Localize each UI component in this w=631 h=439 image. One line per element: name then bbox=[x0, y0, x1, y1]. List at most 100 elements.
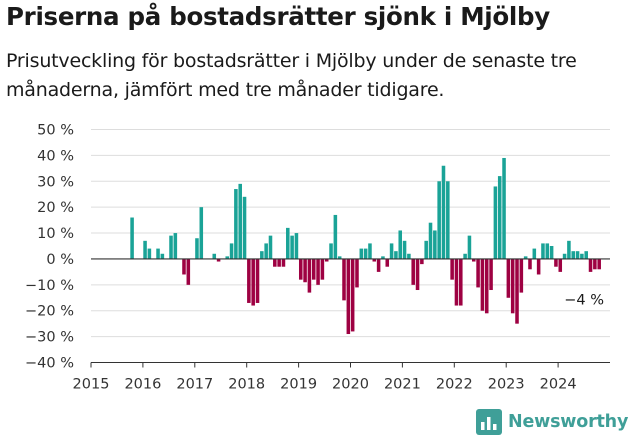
bar bbox=[584, 251, 588, 259]
y-tick-label: 20 % bbox=[37, 200, 74, 216]
bar bbox=[407, 253, 411, 259]
newsworthy-chart-icon bbox=[476, 409, 502, 435]
brand-logo: Newsworthy bbox=[476, 408, 628, 436]
bar bbox=[528, 258, 532, 270]
y-tick-label: 30 % bbox=[37, 174, 74, 190]
bar bbox=[290, 235, 294, 259]
bar bbox=[281, 258, 286, 267]
bar bbox=[441, 165, 446, 259]
last-value-annotation: −4 % bbox=[564, 292, 604, 308]
bar bbox=[368, 243, 372, 259]
bar bbox=[182, 258, 186, 275]
x-tick-label: 2023 bbox=[488, 377, 525, 393]
x-tick-label: 2015 bbox=[73, 377, 110, 393]
x-axis: 2015 2016 2017 2018 2019 2020 2021 2022 2023 2024 bbox=[73, 362, 610, 393]
bar bbox=[186, 258, 191, 285]
bar bbox=[286, 227, 290, 259]
bar bbox=[273, 258, 277, 267]
bar bbox=[355, 258, 359, 288]
bar bbox=[411, 258, 415, 285]
bar bbox=[394, 251, 398, 259]
bar bbox=[558, 258, 563, 272]
bar bbox=[333, 214, 338, 259]
bar bbox=[268, 235, 273, 259]
y-tick-label: 0 % bbox=[46, 252, 74, 268]
bar bbox=[294, 233, 299, 259]
x-tick-label: 2022 bbox=[436, 377, 473, 393]
bar bbox=[506, 258, 511, 298]
bar bbox=[229, 243, 234, 259]
bar bbox=[593, 258, 597, 270]
bar bbox=[238, 183, 242, 259]
x-tick-label: 2019 bbox=[280, 377, 317, 393]
y-tick-label: −40 % bbox=[25, 356, 74, 372]
bar bbox=[471, 258, 476, 262]
bar bbox=[433, 230, 437, 259]
bar bbox=[169, 235, 173, 259]
bar bbox=[216, 258, 221, 262]
bar bbox=[260, 251, 264, 259]
bar bbox=[264, 243, 268, 259]
bar bbox=[484, 258, 489, 314]
bar bbox=[515, 258, 519, 324]
x-tick-label: 2016 bbox=[124, 377, 161, 393]
x-tick-label: 2024 bbox=[540, 377, 577, 393]
bar bbox=[415, 258, 420, 291]
bar bbox=[480, 258, 485, 311]
bar bbox=[554, 258, 558, 267]
bar bbox=[575, 251, 580, 259]
bar bbox=[303, 258, 307, 283]
bars bbox=[130, 157, 601, 335]
bar bbox=[242, 196, 247, 259]
bar bbox=[536, 258, 541, 275]
y-tick-label: 40 % bbox=[37, 148, 74, 164]
bar bbox=[195, 238, 199, 259]
bar bbox=[225, 256, 230, 259]
bar bbox=[199, 207, 204, 259]
bar bbox=[597, 258, 601, 270]
bar bbox=[588, 258, 593, 272]
x-tick-label: 2017 bbox=[176, 377, 213, 393]
bar bbox=[450, 258, 454, 280]
bar bbox=[156, 248, 160, 259]
bar bbox=[420, 258, 424, 265]
bar bbox=[493, 186, 498, 259]
bar bbox=[523, 256, 528, 259]
bar bbox=[372, 258, 377, 262]
bar bbox=[476, 258, 480, 288]
bar bbox=[143, 240, 147, 259]
bar bbox=[454, 258, 459, 306]
x-tick-label: 2018 bbox=[228, 377, 265, 393]
bar bbox=[398, 230, 403, 259]
bar bbox=[298, 258, 303, 280]
bar bbox=[311, 258, 316, 280]
y-tick-label: −20 % bbox=[25, 304, 74, 320]
bar bbox=[549, 246, 554, 259]
bar bbox=[402, 240, 407, 259]
y-tick-label: 10 % bbox=[37, 226, 74, 242]
bar bbox=[329, 243, 333, 259]
bar bbox=[437, 181, 441, 259]
y-axis: −40 % −30 % −20 % −10 % 0 % 10 % 20 % 30 % 40 % 5… bbox=[25, 123, 74, 372]
bar bbox=[316, 258, 320, 285]
bar bbox=[502, 157, 506, 259]
x-tick-label: 2021 bbox=[384, 377, 421, 393]
bar bbox=[532, 248, 537, 259]
bar bbox=[247, 258, 251, 303]
bar bbox=[497, 176, 502, 259]
y-tick-label: −10 % bbox=[25, 278, 74, 294]
y-tick-label: −30 % bbox=[25, 330, 74, 346]
gridlines bbox=[91, 129, 610, 363]
bar bbox=[489, 258, 493, 291]
bar bbox=[459, 258, 463, 306]
chart-subtitle: Prisutveckling för bostadsrätter i Mjölb… bbox=[6, 50, 577, 101]
brand-name: Newsworthy bbox=[508, 412, 629, 432]
bar bbox=[519, 258, 524, 293]
bar bbox=[320, 258, 325, 280]
bar bbox=[510, 258, 515, 314]
bar bbox=[562, 253, 567, 259]
bar bbox=[307, 258, 312, 293]
bar bbox=[147, 248, 152, 259]
bar bbox=[277, 258, 281, 267]
